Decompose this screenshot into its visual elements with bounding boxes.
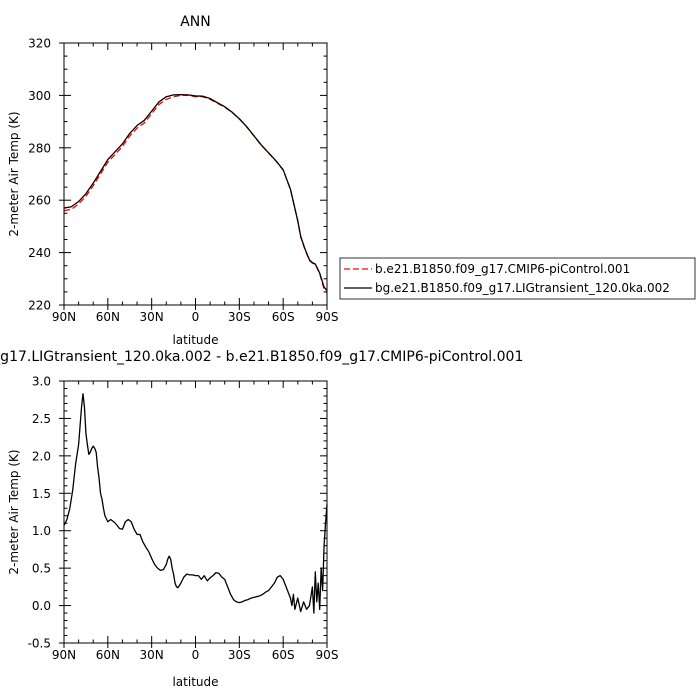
- top-series-line-1: [63, 93, 328, 292]
- top-xtick-label: 0: [192, 310, 200, 324]
- panel-bottom-ylabel: 2-meter Air Temp (K): [7, 449, 21, 574]
- bottom-xtick-label: 90S: [316, 648, 339, 662]
- legend-label-picontrol: b.e21.B1850.f09_g17.CMIP6-piControl.001: [375, 262, 630, 276]
- bottom-ytick-label: 1.0: [32, 524, 51, 538]
- panel-top: ANN 2-meter Air Temp (K) latitude 90N 60N…: [7, 14, 338, 347]
- panel-top-plot-area: [63, 93, 328, 294]
- panel-bottom-grid-ticks: [59, 380, 328, 648]
- top-xtick-label: 60N: [96, 310, 120, 324]
- top-ytick-label: 220: [28, 299, 51, 313]
- top-ytick-label: 300: [28, 89, 51, 103]
- top-xtick-label: 90N: [52, 310, 76, 324]
- legend-box: [339, 257, 696, 300]
- bottom-xtick-label: 30N: [140, 648, 164, 662]
- bottom-ytick-label: 2.5: [32, 412, 51, 426]
- panel-bottom-frame: [63, 380, 328, 644]
- top-xtick-label: 90S: [316, 310, 339, 324]
- top-series-line-0: [63, 94, 328, 294]
- panel-bottom: bg.e21.B1850.f09_g17.LIGtransient_120.0k…: [0, 349, 523, 689]
- top-ytick-label: 320: [28, 37, 51, 51]
- panel-top-ylabel: 2-meter Air Temp (K): [7, 111, 21, 236]
- panel-top-tick-labels: 90N 60N 30N 0 30S 60S 90S 220 240 260 280 300 320: [28, 37, 338, 325]
- bottom-ytick-label: 2.0: [32, 449, 51, 463]
- top-ytick-label: 240: [28, 246, 51, 260]
- panel-top-title: ANN: [180, 14, 211, 30]
- bottom-xtick-label: 0: [192, 648, 200, 662]
- top-xtick-label: 60S: [272, 310, 295, 324]
- panel-bottom-xlabel: latitude: [172, 675, 218, 689]
- top-ytick-label: 280: [28, 141, 51, 155]
- panel-top-frame: [63, 42, 328, 306]
- top-xtick-label: 30S: [228, 310, 251, 324]
- bottom-ytick-label: 1.5: [32, 487, 51, 501]
- panel-top-xlabel: latitude: [172, 333, 218, 347]
- top-ytick-label: 260: [28, 194, 51, 208]
- bottom-ytick-label: -0.5: [28, 637, 51, 651]
- panel-bottom-plot-area: [63, 393, 328, 614]
- bottom-xtick-label: 60S: [272, 648, 295, 662]
- legend: b.e21.B1850.f09_g17.CMIP6-piControl.001 …: [339, 257, 696, 300]
- legend-label-ligtransient: bg.e21.B1850.f09_g17.LIGtransient_120.0k…: [375, 281, 670, 295]
- bottom-series-line-0: [63, 393, 328, 614]
- top-xtick-label: 30N: [140, 310, 164, 324]
- bottom-xtick-label: 30S: [228, 648, 251, 662]
- bottom-xtick-label: 90N: [52, 648, 76, 662]
- panel-bottom-tick-labels: 90N 60N 30N 0 30S 60S 90S -0.5 0.0 0.5 1.0 1.5 2.0 2.…: [28, 375, 339, 663]
- panel-bottom-title: bg.e21.B1850.f09_g17.LIGtransient_120.0k…: [0, 349, 523, 365]
- bottom-ytick-label: 3.0: [32, 375, 51, 389]
- bottom-xtick-label: 60N: [96, 648, 120, 662]
- bottom-ytick-label: 0.5: [32, 562, 51, 576]
- bottom-ytick-label: 0.0: [32, 599, 51, 613]
